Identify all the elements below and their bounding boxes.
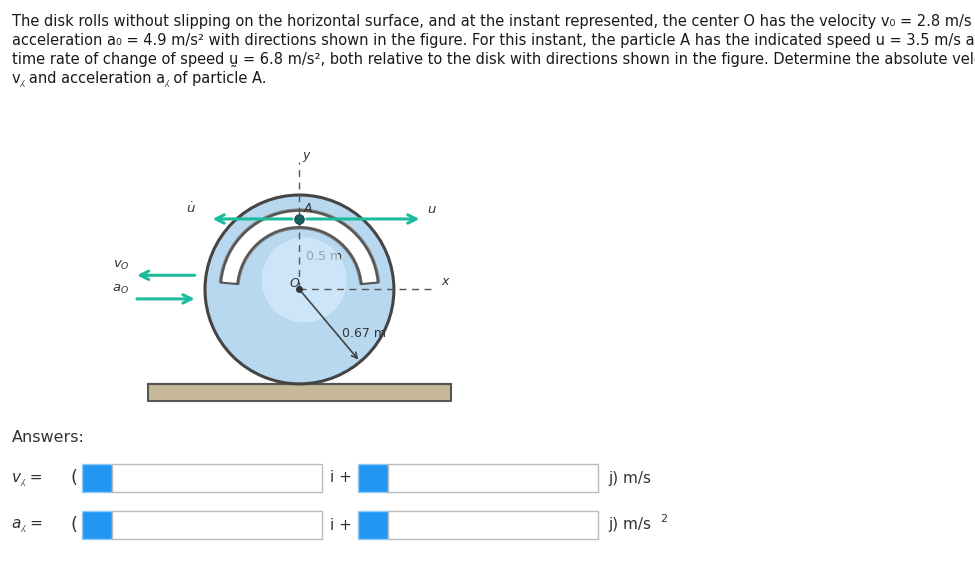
Text: O: O bbox=[290, 277, 300, 290]
Text: acceleration a₀ = 4.9 m/s² with directions shown in the figure. For this instant: acceleration a₀ = 4.9 m/s² with directio… bbox=[12, 33, 975, 48]
Text: Answers:: Answers: bbox=[12, 430, 85, 445]
Text: i +: i + bbox=[330, 518, 352, 532]
FancyBboxPatch shape bbox=[358, 511, 388, 539]
FancyBboxPatch shape bbox=[82, 464, 112, 492]
Text: 2: 2 bbox=[660, 514, 667, 524]
Circle shape bbox=[205, 195, 394, 384]
Text: i: i bbox=[370, 518, 375, 532]
FancyBboxPatch shape bbox=[112, 464, 322, 492]
Text: 0.67 m: 0.67 m bbox=[342, 326, 386, 340]
Text: The disk rolls without slipping on the horizontal surface, and at the instant re: The disk rolls without slipping on the h… bbox=[12, 14, 975, 29]
Text: u: u bbox=[427, 203, 435, 216]
FancyBboxPatch shape bbox=[82, 511, 112, 539]
Text: i: i bbox=[95, 470, 99, 486]
Text: v⁁ =: v⁁ = bbox=[12, 470, 43, 486]
Text: $v_O$: $v_O$ bbox=[113, 259, 130, 273]
Circle shape bbox=[261, 238, 347, 322]
Text: v⁁ and acceleration a⁁ of particle A.: v⁁ and acceleration a⁁ of particle A. bbox=[12, 71, 266, 87]
Text: $\dot{u}$: $\dot{u}$ bbox=[186, 201, 196, 216]
Text: $a_O$: $a_O$ bbox=[112, 283, 130, 296]
FancyBboxPatch shape bbox=[358, 464, 388, 492]
Text: A: A bbox=[304, 202, 313, 215]
Text: x: x bbox=[441, 274, 448, 288]
FancyBboxPatch shape bbox=[112, 511, 322, 539]
Text: i: i bbox=[370, 470, 375, 486]
Text: (: ( bbox=[70, 516, 77, 534]
FancyBboxPatch shape bbox=[388, 511, 598, 539]
Text: i +: i + bbox=[330, 470, 352, 486]
FancyBboxPatch shape bbox=[388, 464, 598, 492]
Text: j) m/s: j) m/s bbox=[608, 470, 651, 486]
Text: (: ( bbox=[70, 469, 77, 487]
Text: i: i bbox=[95, 518, 99, 532]
Text: 0.5 m: 0.5 m bbox=[306, 250, 342, 263]
Text: j) m/s: j) m/s bbox=[608, 518, 651, 532]
Text: time rate of change of speed ṵ = 6.8 m/s², both relative to the disk with direct: time rate of change of speed ṵ = 6.8 m/s… bbox=[12, 52, 975, 67]
Text: a⁁ =: a⁁ = bbox=[12, 518, 43, 532]
Text: y: y bbox=[302, 149, 310, 162]
